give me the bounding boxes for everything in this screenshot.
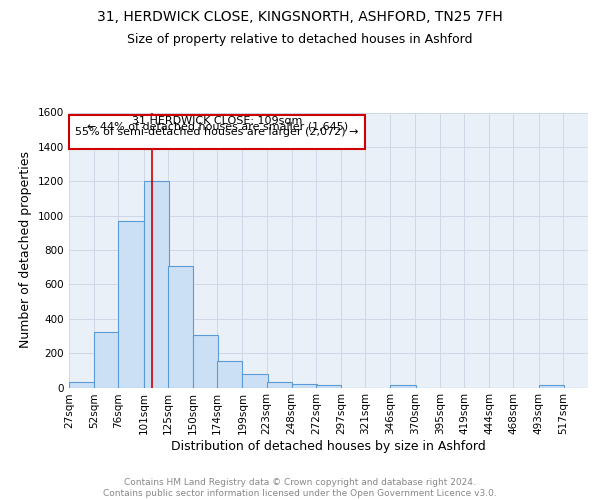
- Bar: [292, 384, 317, 388]
- Bar: [391, 386, 416, 388]
- Bar: [94, 332, 119, 388]
- Y-axis label: Number of detached properties: Number of detached properties: [19, 152, 32, 348]
- Text: 31 HERDWICK CLOSE: 109sqm: 31 HERDWICK CLOSE: 109sqm: [132, 116, 302, 126]
- Text: Size of property relative to detached houses in Ashford: Size of property relative to detached ho…: [127, 32, 473, 46]
- Bar: [266, 382, 292, 388]
- Bar: [217, 361, 242, 388]
- Bar: [118, 221, 143, 388]
- Bar: [539, 386, 564, 388]
- Bar: [69, 115, 365, 150]
- Bar: [168, 266, 193, 388]
- Bar: [242, 374, 268, 388]
- Bar: [69, 382, 94, 388]
- Text: Contains HM Land Registry data © Crown copyright and database right 2024.
Contai: Contains HM Land Registry data © Crown c…: [103, 478, 497, 498]
- Text: 55% of semi-detached houses are larger (2,072) →: 55% of semi-detached houses are larger (…: [76, 127, 359, 137]
- Bar: [316, 386, 341, 388]
- Bar: [143, 181, 169, 388]
- X-axis label: Distribution of detached houses by size in Ashford: Distribution of detached houses by size …: [171, 440, 486, 453]
- Text: 31, HERDWICK CLOSE, KINGSNORTH, ASHFORD, TN25 7FH: 31, HERDWICK CLOSE, KINGSNORTH, ASHFORD,…: [97, 10, 503, 24]
- Bar: [193, 335, 218, 388]
- Text: ← 44% of detached houses are smaller (1,645): ← 44% of detached houses are smaller (1,…: [86, 121, 348, 131]
